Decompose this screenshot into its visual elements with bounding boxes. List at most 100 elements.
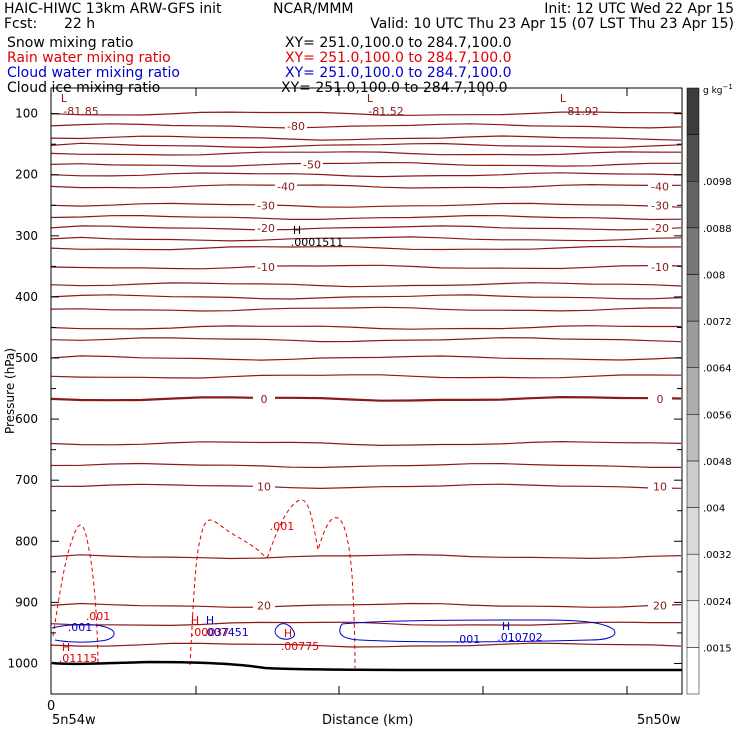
colorbar-swatch <box>686 320 700 368</box>
colorbar-tick-label: .0098 <box>703 177 732 188</box>
cloud-max-value: .007451 <box>203 626 249 639</box>
temperature-label: 20 <box>257 599 271 612</box>
colorbar-swatch <box>686 367 700 415</box>
y-tick-label: 1000 <box>7 656 38 670</box>
rain-contour <box>52 524 99 666</box>
colorbar-swatch <box>686 647 700 695</box>
x-left-location: 5n54w <box>52 713 96 728</box>
minimum-marker: L <box>560 92 567 105</box>
temperature-contour <box>50 172 682 178</box>
temperature-contour <box>50 483 682 490</box>
temperature-contour <box>50 553 682 560</box>
temperature-label: -10 <box>257 261 275 274</box>
plot-frame <box>50 87 683 695</box>
cloud-contour <box>51 624 115 643</box>
minimum-value: -81.85 <box>63 105 98 118</box>
colorbar-tick-label: .0072 <box>703 317 732 328</box>
cloud-contour-label: .001 <box>456 633 481 646</box>
temperature-contour <box>50 142 682 149</box>
colorbar-swatch <box>686 507 700 555</box>
temperature-label: 0 <box>261 393 268 406</box>
y-tick-label: 400 <box>15 290 38 304</box>
x-axis-label: Distance (km) <box>322 713 414 728</box>
field-rain-xy: XY= 251.0,100.0 to 284.7,100.0 <box>285 50 512 66</box>
temperature-contour <box>50 264 682 270</box>
rain-max-marker: H <box>191 614 199 627</box>
field-rain-name: Rain water mixing ratio <box>7 50 171 66</box>
temperature-label: -50 <box>303 158 321 171</box>
colorbar-swatch <box>686 274 700 322</box>
y-tick-label: 700 <box>15 473 38 487</box>
minimum-marker: L <box>61 92 68 105</box>
colorbar-tick-label: .0056 <box>703 410 732 421</box>
y-tick-label: 200 <box>15 168 38 182</box>
x-zero-label: 0 <box>47 699 56 714</box>
temperature-label: 20 <box>653 599 667 612</box>
cloud-max-value: .010702 <box>497 631 543 644</box>
temperature-contour <box>50 642 682 648</box>
temperature-label: -40 <box>651 180 669 193</box>
terrain-line <box>51 660 682 672</box>
cloud-max-marker: H <box>206 614 214 627</box>
temperature-contour <box>50 462 681 469</box>
y-axis-label: Pressure (hPa) <box>3 348 17 434</box>
y-tick-label: 900 <box>15 595 38 609</box>
cloud-contour <box>339 619 616 643</box>
temperature-contour <box>50 337 682 343</box>
colorbar-unit: g kg−1 <box>703 83 733 96</box>
colorbar-tick-label: .0088 <box>703 224 732 235</box>
rain-contour-label: .001 <box>86 610 111 623</box>
colorbar-tick-label: .0015 <box>703 643 732 654</box>
temperature-label: 10 <box>257 480 271 493</box>
temperature-label: -40 <box>277 180 295 193</box>
colorbar-tick-label: .0064 <box>703 364 732 375</box>
temperature-contour <box>50 214 682 221</box>
temperature-contour <box>50 236 682 242</box>
y-tick-label: 300 <box>15 229 38 243</box>
field-cloud-xy: XY= 251.0,100.0 to 284.7,100.0 <box>285 65 512 81</box>
temperature-contour <box>50 306 682 312</box>
org-label: NCAR/MMM <box>273 1 354 17</box>
colorbar-swatch <box>686 553 700 602</box>
cloud-max-marker: H <box>502 620 510 633</box>
y-tick-label: 500 <box>15 351 38 365</box>
rain-max-marker: H <box>62 641 70 654</box>
field-snow-xy: XY= 251.0,100.0 to 284.7,100.0 <box>285 35 512 51</box>
y-tick-label: 800 <box>15 534 38 548</box>
init-time: Init: 12 UTC Wed 22 Apr 15 <box>544 1 734 17</box>
y-tick-label: 100 <box>15 107 38 121</box>
temperature-contour <box>50 161 681 167</box>
colorbar-tick-label: .0048 <box>703 457 732 468</box>
forecast-label: Fcst: <box>4 16 38 32</box>
temperature-contour <box>50 245 682 251</box>
temperature-label: -20 <box>651 222 669 235</box>
colorbar-swatch <box>686 87 700 135</box>
temperature-contour <box>50 123 682 129</box>
colorbar-swatch <box>686 600 700 648</box>
temperature-contour <box>50 202 682 208</box>
y-tick-label: 600 <box>15 412 38 426</box>
minimum-value: -81.92 <box>563 105 598 118</box>
model-title: HAIC-HIWC 13km ARW-GFS init <box>4 1 222 17</box>
colorbar-swatch <box>686 414 700 462</box>
temperature-label: 0 <box>657 393 664 406</box>
colorbar-tick-label: .0024 <box>703 597 732 608</box>
x-right-location: 5n50w <box>637 713 681 728</box>
rain-max-value: .00037 <box>191 626 230 639</box>
temperature-contour <box>50 395 682 402</box>
minimum-marker: L <box>367 92 374 105</box>
ice-max-value: .0001511 <box>291 236 344 249</box>
rain-max-value: .00775 <box>281 640 320 653</box>
colorbar-unit-exponent: −1 <box>723 83 733 91</box>
temperature-contour <box>50 440 682 447</box>
temperature-label: -20 <box>257 222 275 235</box>
temperature-contour <box>50 151 682 156</box>
colorbar-tick-label: .008 <box>703 270 725 281</box>
temperature-contour <box>50 111 682 116</box>
temperature-contour <box>50 225 682 231</box>
temperature-contour <box>50 294 682 300</box>
cloud-contour-label: .001 <box>68 621 93 634</box>
temperature-label: -30 <box>257 199 275 212</box>
temperature-contour <box>50 355 682 361</box>
